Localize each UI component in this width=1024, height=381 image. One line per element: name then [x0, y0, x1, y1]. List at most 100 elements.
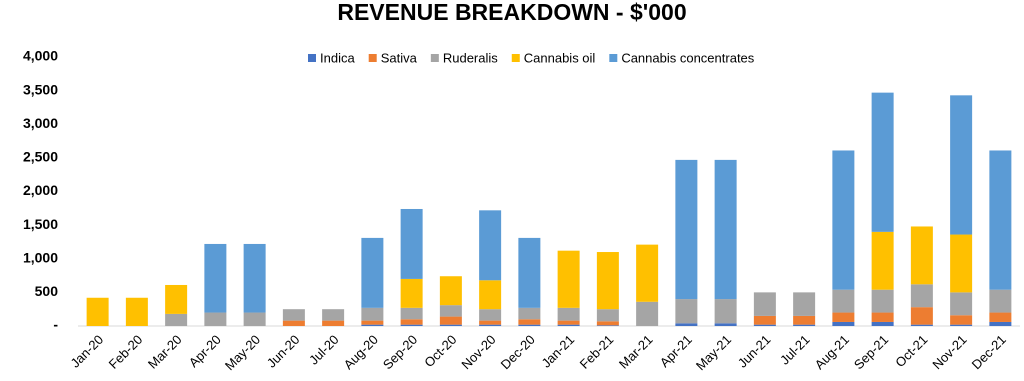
bar-segment [950, 234, 973, 293]
bar-segment [871, 312, 894, 322]
y-tick-label: 4,000 [23, 48, 58, 64]
bar-segment [832, 150, 855, 290]
bar-segment [400, 278, 423, 308]
legend-swatch [368, 54, 377, 62]
bar-segment [125, 297, 148, 326]
bar-segment [596, 325, 619, 326]
legend-swatch [430, 54, 439, 62]
bar-segment [989, 289, 1012, 313]
x-tick-label: Sep-21 [851, 332, 891, 372]
bar-segment [910, 324, 933, 326]
bar-segment [322, 309, 345, 321]
x-tick-label: May-20 [222, 332, 263, 373]
bar-segment [871, 231, 894, 290]
bar-segment [557, 324, 580, 326]
bar-segment [950, 315, 973, 325]
bar-segment [989, 312, 1012, 322]
bar-segment [950, 292, 973, 316]
x-tick-label: Nov-20 [458, 332, 498, 372]
y-tick-label: 500 [35, 283, 59, 299]
bar-segment [361, 320, 384, 325]
bar-segment [989, 321, 1012, 326]
bar-segment [675, 159, 698, 300]
bar-segment [557, 307, 580, 321]
bar-segment [400, 324, 423, 326]
bar-segment [204, 312, 227, 326]
bar-segment [793, 292, 816, 316]
bar-segment [675, 323, 698, 326]
x-tick-label: Aug-21 [812, 332, 852, 372]
x-tick-label: Sep-20 [380, 332, 420, 372]
legend-label: Indica [320, 50, 355, 65]
y-tick-label: 2,500 [23, 149, 58, 165]
x-tick-label: Dec-20 [498, 332, 538, 372]
x-tick-label: Jun-20 [264, 332, 303, 371]
legend-swatch [511, 54, 520, 62]
bar-segment [479, 320, 502, 325]
y-tick-label: 1,500 [23, 216, 58, 232]
x-tick-label: May-21 [693, 332, 734, 373]
bar-segment [950, 95, 973, 235]
bar-segment [243, 243, 266, 313]
bar-segment [439, 316, 462, 325]
bar-segment [793, 315, 816, 325]
bar-segment [714, 299, 737, 324]
legend-label: Cannabis oil [524, 50, 596, 65]
bar-segment [636, 301, 659, 326]
bar-segment [871, 321, 894, 326]
bar-segment [322, 320, 345, 326]
bar-segment [479, 210, 502, 281]
bar-segment [596, 252, 619, 310]
bar-segment [165, 284, 188, 314]
x-tick-label: Aug-20 [341, 332, 381, 372]
bar-segment [596, 309, 619, 322]
bar-segment [439, 324, 462, 326]
x-tick-label: Jul-20 [306, 332, 342, 368]
bar-segment [282, 320, 305, 326]
bar-segment [832, 312, 855, 322]
x-tick-label: Jan-20 [67, 332, 106, 371]
x-tick-label: Jan-21 [538, 332, 577, 371]
bar-segment [479, 309, 502, 321]
x-tick-label: Oct-21 [892, 332, 930, 370]
x-tick-label: Oct-20 [421, 332, 459, 370]
bar-segment [400, 307, 423, 320]
bar-segment [793, 324, 816, 326]
bar-segment [479, 324, 502, 326]
x-tick-label: Mar-21 [616, 332, 656, 372]
x-tick-label: Apr-21 [657, 332, 695, 370]
x-tick-label: Nov-21 [929, 332, 969, 372]
x-tick-label: Feb-21 [577, 332, 617, 372]
x-tick-label: Mar-20 [145, 332, 185, 372]
bar-segment [871, 289, 894, 313]
y-tick-label: - [53, 317, 58, 333]
legend-label: Cannabis concentrates [621, 50, 754, 65]
bar-segment [714, 323, 737, 326]
bar-segment [165, 313, 188, 326]
bar-segment [361, 237, 384, 308]
bar-segment [518, 237, 541, 308]
bar-segment [753, 315, 776, 325]
bar-segment [596, 321, 619, 326]
legend-swatch [308, 54, 316, 62]
bar-segment [282, 309, 305, 321]
bar-segment [910, 226, 933, 285]
y-tick-label: 2,000 [23, 182, 58, 198]
legend-swatch [609, 54, 618, 62]
y-tick-label: 3,000 [23, 115, 58, 131]
bar-segment [518, 324, 541, 326]
legend-label: Ruderalis [443, 50, 498, 65]
bar-segment [518, 319, 541, 325]
bar-segment [714, 159, 737, 300]
bar-segment [950, 324, 973, 326]
bar-segment [439, 276, 462, 306]
bar-segment [989, 150, 1012, 290]
bar-segment [753, 292, 776, 316]
y-tick-label: 3,500 [23, 81, 58, 97]
x-tick-label: Jun-21 [735, 332, 774, 371]
bar-segment [361, 324, 384, 326]
bar-segment [243, 312, 266, 326]
legend-label: Sativa [381, 50, 418, 65]
